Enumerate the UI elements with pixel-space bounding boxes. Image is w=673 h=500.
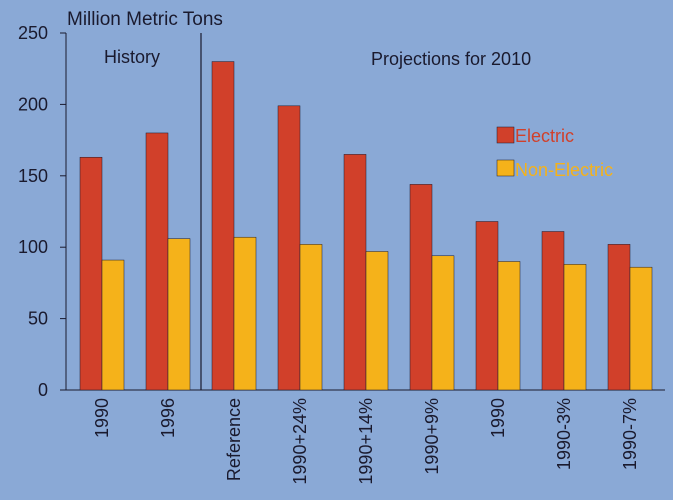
bar-non-electric — [629, 266, 653, 391]
x-tick-label: 1990+24% — [290, 398, 310, 485]
x-tick-label: 1990+14% — [356, 398, 376, 485]
legend-label-electric: Electric — [515, 126, 574, 146]
bar-electric — [79, 156, 103, 391]
bar-non-electric — [101, 259, 125, 391]
y-tick-label: 0 — [38, 380, 48, 400]
legend-label-non-electric: Non-Electric — [515, 160, 613, 180]
x-tick-label: 1990 — [92, 398, 112, 438]
y-tick-label: 250 — [18, 23, 48, 43]
bar-non-electric — [365, 251, 389, 391]
bar-non-electric — [563, 264, 587, 391]
bar-non-electric — [497, 261, 521, 391]
projections-annotation: Projections for 2010 — [371, 49, 531, 69]
y-tick-label: 200 — [18, 94, 48, 114]
legend-swatch-non-electric — [496, 159, 515, 177]
legend: Electric Non-Electric — [496, 126, 613, 180]
x-tick-label: 1990-3% — [554, 398, 574, 470]
x-tick-label: 1990+9% — [422, 398, 442, 475]
bar-electric — [409, 184, 433, 391]
y-tick-label: 150 — [18, 166, 48, 186]
bar-electric — [211, 61, 235, 391]
y-tick-label: 100 — [18, 237, 48, 257]
history-annotation: History — [104, 47, 160, 67]
x-tick-label: 1990-7% — [620, 398, 640, 470]
bar-non-electric — [431, 255, 455, 391]
legend-swatch-electric — [496, 126, 515, 144]
y-axis-title: Million Metric Tons — [67, 9, 223, 30]
bar-electric — [343, 154, 367, 391]
x-tick-label: 1996 — [158, 398, 178, 438]
bar-electric — [541, 231, 565, 391]
bar-electric — [607, 244, 631, 391]
bar-non-electric — [167, 238, 191, 391]
bar-electric — [277, 105, 301, 391]
plot-area: 0 50 100 150 200 250 1990 1996 Reference 1990+24%… — [18, 23, 665, 485]
bar-electric — [145, 132, 169, 391]
bar-electric — [475, 221, 499, 391]
bar-non-electric — [233, 236, 257, 391]
x-tick-label: 1990 — [488, 398, 508, 438]
x-tick-label: Reference — [224, 398, 244, 481]
y-tick-label: 50 — [28, 309, 48, 329]
bar-non-electric — [299, 244, 323, 391]
